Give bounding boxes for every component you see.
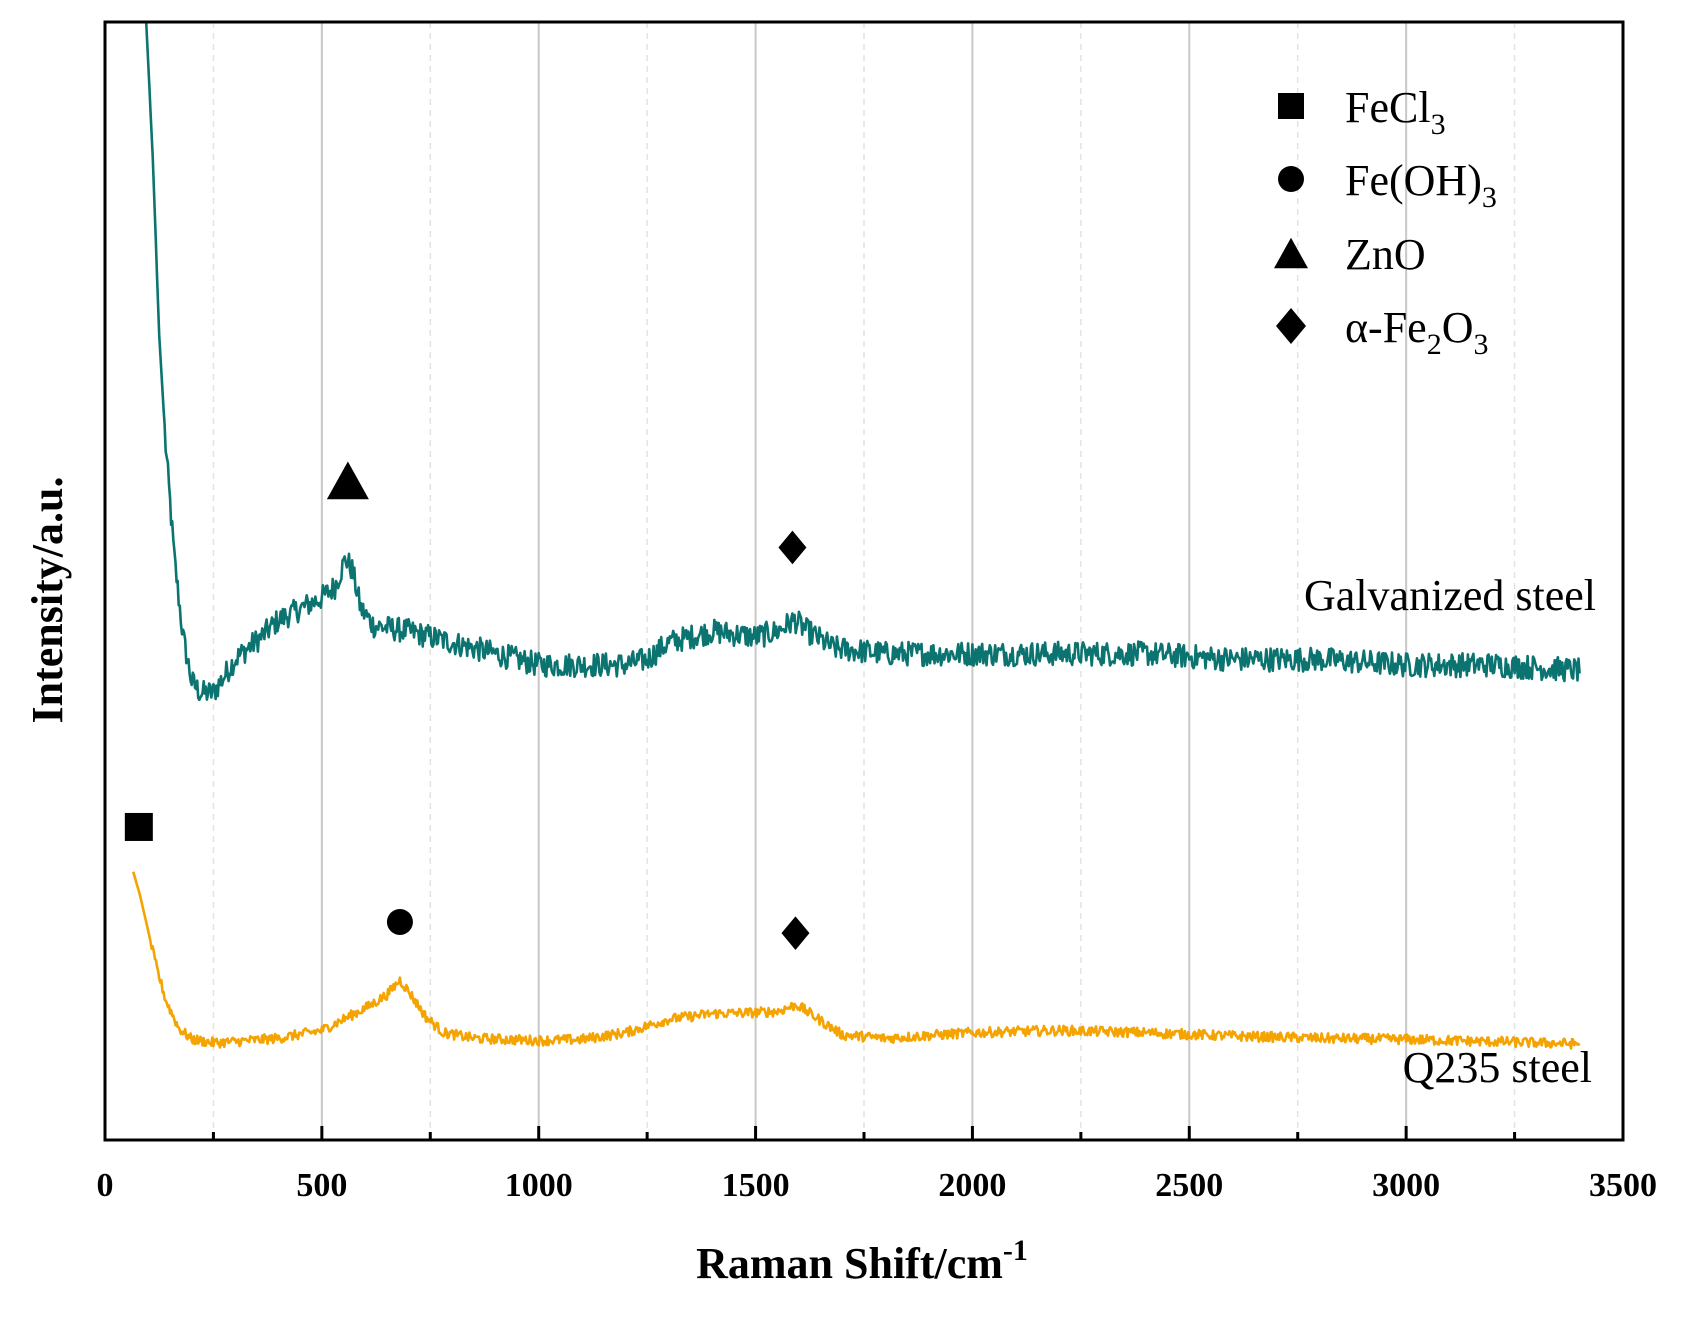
gridlines bbox=[212, 22, 1516, 1140]
x-axis-title-superscript: -1 bbox=[1003, 1234, 1028, 1267]
square-peak-marker bbox=[124, 812, 153, 841]
x-tick-label: 2500 bbox=[1155, 1167, 1223, 1204]
series-label-galvanized-steel: Galvanized steel bbox=[1304, 571, 1596, 620]
legend-label: FeCl3 bbox=[1345, 83, 1446, 141]
legend-circle-icon bbox=[1278, 166, 1304, 192]
plot-frame bbox=[103, 20, 1625, 1142]
triangle-peak-marker bbox=[326, 461, 369, 500]
x-tick-labels: 0 500 1000 1500 2000 2500 3000 3500 bbox=[97, 1167, 1658, 1204]
legend: FeCl3 Fe(OH)3 ZnO α-Fe2O3 bbox=[1274, 83, 1497, 361]
series-line-q235-steel bbox=[131, 871, 1581, 1050]
x-tick-label: 2000 bbox=[938, 1167, 1006, 1204]
legend-label: ZnO bbox=[1345, 230, 1426, 279]
legend-square-icon bbox=[1278, 93, 1304, 119]
circle-peak-marker bbox=[386, 908, 413, 935]
x-tick-label: 1000 bbox=[505, 1167, 573, 1204]
peak-markers bbox=[124, 461, 810, 950]
y-axis-title: Intensity/a.u. bbox=[23, 477, 72, 724]
legend-label: α-Fe2O3 bbox=[1345, 303, 1489, 361]
series-layer bbox=[131, 21, 1581, 1050]
diamond-peak-marker bbox=[781, 916, 810, 950]
diamond-peak-marker bbox=[778, 530, 807, 565]
series-label-q235-steel: Q235 steel bbox=[1403, 1043, 1592, 1092]
legend-label: Fe(OH)3 bbox=[1345, 156, 1497, 214]
x-axis-title: Raman Shift/cm-1 bbox=[696, 1234, 1028, 1288]
series-labels: Galvanized steel Q235 steel bbox=[1304, 571, 1596, 1092]
x-axis-title-text: Raman Shift/cm bbox=[696, 1239, 1003, 1288]
x-tick-label: 500 bbox=[296, 1167, 347, 1204]
legend-diamond-icon bbox=[1276, 308, 1306, 344]
x-tick-label: 1500 bbox=[722, 1167, 790, 1204]
legend-triangle-icon bbox=[1274, 237, 1308, 269]
series-line-galvanized-steel bbox=[144, 21, 1581, 702]
x-tick-label: 3500 bbox=[1589, 1167, 1657, 1204]
x-tick-label: 3000 bbox=[1372, 1167, 1440, 1204]
x-tick-label: 0 bbox=[97, 1167, 114, 1204]
